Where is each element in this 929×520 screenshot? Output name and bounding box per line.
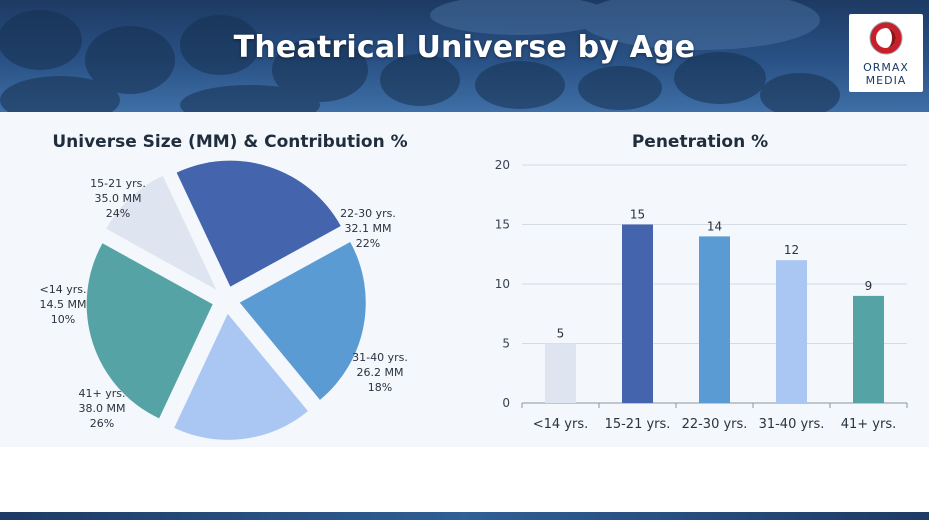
pie-label-41plus-name: 41+ yrs. [78, 387, 126, 400]
x-tick-label-15-21-yrs: 15-21 yrs. [605, 417, 671, 432]
y-tick-label-10: 10 [495, 277, 510, 291]
pie-label-lt14-name: <14 yrs. [39, 283, 87, 296]
bar-15-21-yrs [622, 224, 653, 403]
page-title: Theatrical Universe by Age [233, 30, 696, 65]
data-label-14-yrs: 5 [557, 327, 565, 341]
pie-slice-15-21-yrs [176, 160, 341, 287]
bar-22-30-yrs [699, 236, 730, 403]
pie-label-31-40-percent: 18% [367, 381, 393, 394]
logo-text-line1: ORMAX [863, 61, 909, 74]
y-tick-label-0: 0 [502, 396, 510, 410]
pie-slice-22-30-yrs [239, 241, 366, 400]
logo-text-line2: MEDIA [865, 74, 907, 87]
pie-slice-31-40-yrs [174, 313, 308, 440]
pie-label-15-21-percent: 24% [105, 207, 131, 220]
pie-slice-14-yrs [106, 175, 217, 290]
footer-strip [0, 512, 929, 520]
pie-label-lt14-value: 14.5 MM [39, 298, 87, 311]
pie-label-31-40-value: 26.2 MM [356, 366, 404, 379]
pie-label-lt14-percent: 10% [50, 313, 76, 326]
x-tick-label-14-yrs: <14 yrs. [533, 417, 589, 432]
pie-label-22-30-value: 32.1 MM [344, 222, 392, 235]
data-label-31-40-yrs: 12 [784, 243, 799, 257]
y-tick-label-20: 20 [495, 158, 510, 172]
bar-chart: 0 5 10 15 20 5 <14 yrs. 15 15-21 yrs. 14 22-30 yrs… [495, 158, 908, 432]
x-tick-label-41-yrs: 41+ yrs. [841, 417, 897, 432]
pie-label-22-30: 22-30 yrs. 32.1 MM 22% [313, 206, 423, 251]
y-tick-label-15: 15 [495, 218, 510, 232]
logo-emblem-icon [869, 21, 903, 55]
x-tick-label-22-30-yrs: 22-30 yrs. [682, 417, 748, 432]
bar-14-yrs [545, 343, 576, 403]
pie-chart-title: Universe Size (MM) & Contribution % [52, 132, 408, 152]
pie-label-31-40: 31-40 yrs. 26.2 MM 18% [325, 350, 435, 395]
data-label-41-yrs: 9 [865, 279, 873, 293]
pie-slice-41-yrs [86, 243, 213, 419]
pie-label-41plus: 41+ yrs. 38.0 MM 26% [47, 386, 157, 431]
data-label-15-21-yrs: 15 [630, 208, 645, 222]
bar-41-yrs [853, 295, 884, 403]
pie-label-22-30-name: 22-30 yrs. [340, 207, 396, 220]
ormax-media-logo: ORMAX MEDIA [849, 14, 923, 92]
bar-chart-title: Penetration % [631, 132, 769, 152]
pie-label-lt14: <14 yrs. 14.5 MM 10% [8, 282, 118, 327]
pie-label-41plus-value: 38.0 MM [78, 402, 126, 415]
x-tick-label-31-40-yrs: 31-40 yrs. [759, 417, 825, 432]
pie-label-15-21-value: 35.0 MM [94, 192, 142, 205]
pie-label-31-40-name: 31-40 yrs. [352, 351, 408, 364]
pie-chart [86, 160, 366, 440]
header-banner: Theatrical Universe by Age ORMAX MEDIA [0, 0, 929, 112]
bar-31-40-yrs [776, 260, 807, 403]
y-tick-label-5: 5 [502, 337, 510, 351]
pie-label-22-30-percent: 22% [355, 237, 381, 250]
theater-seats-background [0, 0, 840, 112]
data-label-22-30-yrs: 14 [707, 219, 722, 233]
pie-label-15-21: 15-21 yrs. 35.0 MM 24% [63, 176, 173, 221]
pie-label-15-21-name: 15-21 yrs. [90, 177, 146, 190]
pie-label-41plus-percent: 26% [89, 417, 115, 430]
